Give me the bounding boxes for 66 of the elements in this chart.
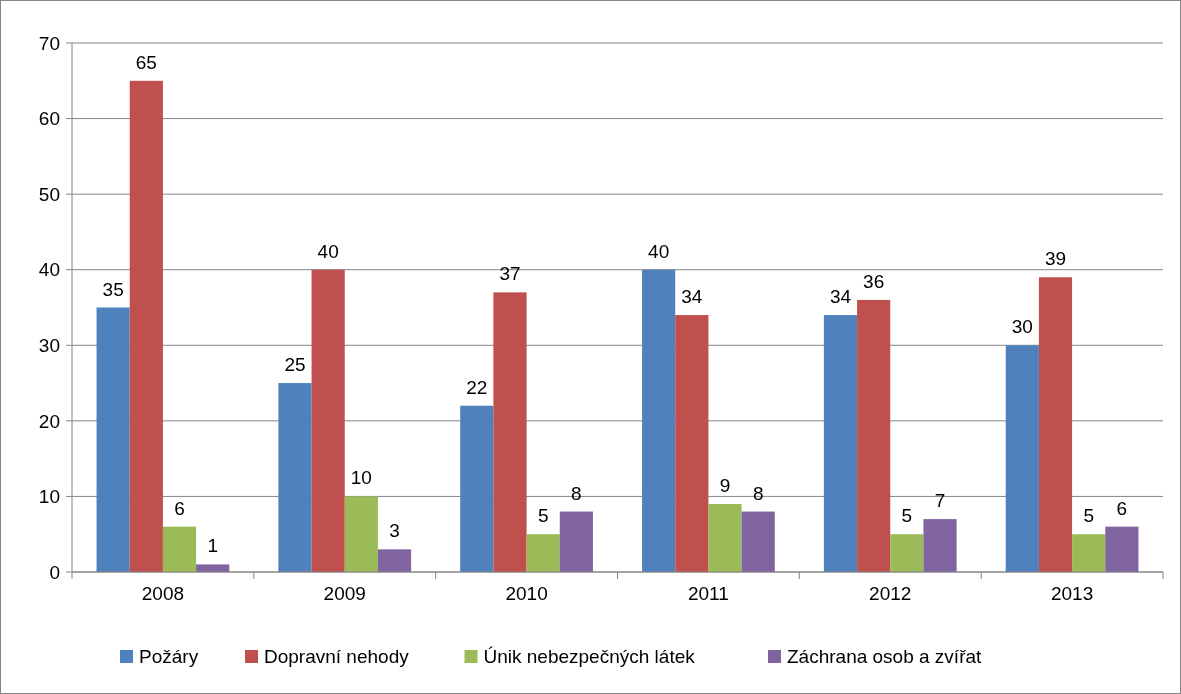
data-label: 8 (571, 482, 582, 504)
data-label: 10 (350, 467, 372, 489)
data-label: 39 (1044, 248, 1067, 270)
data-label: 6 (174, 497, 185, 519)
legend-label: Únik nebezpečných látek (483, 646, 696, 667)
y-tick-label: 0 (49, 561, 60, 583)
y-tick-label: 10 (38, 486, 60, 508)
bar (344, 496, 378, 572)
bar (493, 292, 527, 572)
y-tick-label: 30 (38, 334, 60, 356)
x-tick-label: 2009 (323, 583, 366, 604)
bar (278, 383, 312, 572)
data-label: 34 (829, 286, 852, 308)
data-label: 3 (389, 520, 400, 542)
data-label: 40 (648, 240, 670, 262)
bar (96, 307, 130, 572)
data-label: 5 (901, 505, 913, 527)
bar (675, 315, 709, 572)
x-tick-label: 2008 (141, 583, 185, 604)
data-label: 34 (681, 286, 703, 308)
bar (1105, 526, 1139, 572)
data-label: 37 (499, 263, 521, 285)
bar (311, 269, 345, 572)
bar (741, 511, 775, 572)
data-label: 65 (135, 51, 157, 73)
bar (890, 534, 924, 572)
data-label: 5 (537, 505, 549, 527)
y-tick-label: 40 (38, 259, 60, 281)
data-label: 7 (934, 490, 946, 512)
x-tick-label: 2013 (1050, 583, 1094, 604)
bar (129, 80, 163, 572)
bar (196, 564, 230, 572)
bar (559, 511, 593, 572)
bar (857, 299, 891, 572)
bar (1038, 277, 1073, 572)
data-label: 30 (1011, 316, 1033, 338)
data-label: 5 (1083, 505, 1094, 527)
data-label: 9 (719, 474, 731, 496)
bar (1005, 345, 1039, 572)
x-tick-label: 2011 (687, 583, 729, 604)
bar (1072, 534, 1106, 572)
bar (923, 519, 957, 572)
legend-label: Dopravní nehody (264, 646, 410, 667)
data-label: 1 (207, 535, 218, 557)
data-label: 25 (284, 354, 306, 376)
bar (162, 526, 197, 572)
y-tick-label: 50 (38, 183, 60, 205)
bar (823, 315, 858, 572)
x-tick-label: 2012 (869, 583, 912, 604)
data-label: 35 (102, 278, 124, 300)
y-tick-label: 60 (38, 108, 60, 130)
bar (642, 269, 676, 572)
y-tick-label: 70 (38, 32, 60, 54)
data-label: 40 (317, 240, 339, 262)
bar (526, 534, 560, 572)
x-tick-label: 2010 (505, 583, 548, 604)
y-tick-label: 20 (38, 410, 60, 432)
legend-label: Záchrana osob a zvířat (787, 646, 983, 667)
bar (377, 549, 412, 572)
data-label: 8 (752, 482, 764, 504)
data-label: 22 (466, 376, 488, 398)
legend-label: Požáry (139, 646, 199, 667)
bar (460, 405, 494, 572)
bar (708, 503, 742, 572)
data-label: 6 (1116, 497, 1128, 519)
data-label: 36 (863, 270, 885, 292)
